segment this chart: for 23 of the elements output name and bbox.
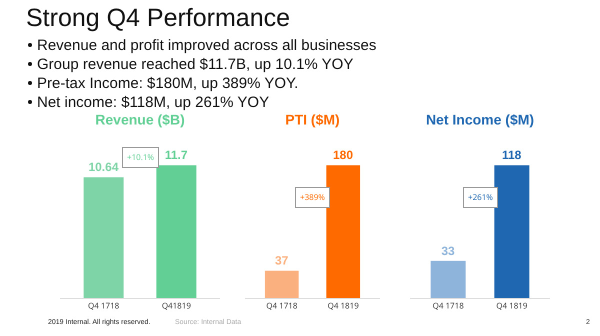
x-tick-label: Q41819 (162, 300, 192, 312)
data-label: 10.64 (88, 160, 119, 174)
text: Net income: $118M, up 261% YOY (37, 94, 270, 111)
chart-title: Revenue ($B) (95, 111, 185, 128)
x-tick-label: Q4 1819 (496, 300, 528, 312)
text: +10.1% (127, 152, 154, 163)
data-label: 11.7 (164, 148, 188, 162)
x-tick-label: Q4 1718 (266, 300, 298, 312)
annotation: +261% (468, 192, 494, 203)
annotation: +389% (300, 192, 326, 203)
chart-title: PTI ($M) (285, 111, 340, 128)
data-label: 180 (333, 148, 354, 162)
x-tick-label: Q4 1819 (328, 300, 360, 312)
x-tick-label: Q4 1718 (432, 300, 464, 312)
text: Strong Q4 Performance (26, 4, 290, 33)
text: Pre-tax Income: $180M, up 389% YOY. (37, 75, 298, 92)
data-label: 37 (274, 254, 289, 268)
chart-title: Net Income ($M) (426, 111, 534, 128)
text: Group revenue reached $11.7B, up 10.1% YOY (37, 56, 354, 73)
x-tick-label: Q4 1718 (88, 300, 120, 312)
data-label: 118 (502, 148, 522, 162)
data-label: 33 (441, 244, 456, 258)
text: Revenue and profit improved across all businesses (37, 37, 376, 54)
